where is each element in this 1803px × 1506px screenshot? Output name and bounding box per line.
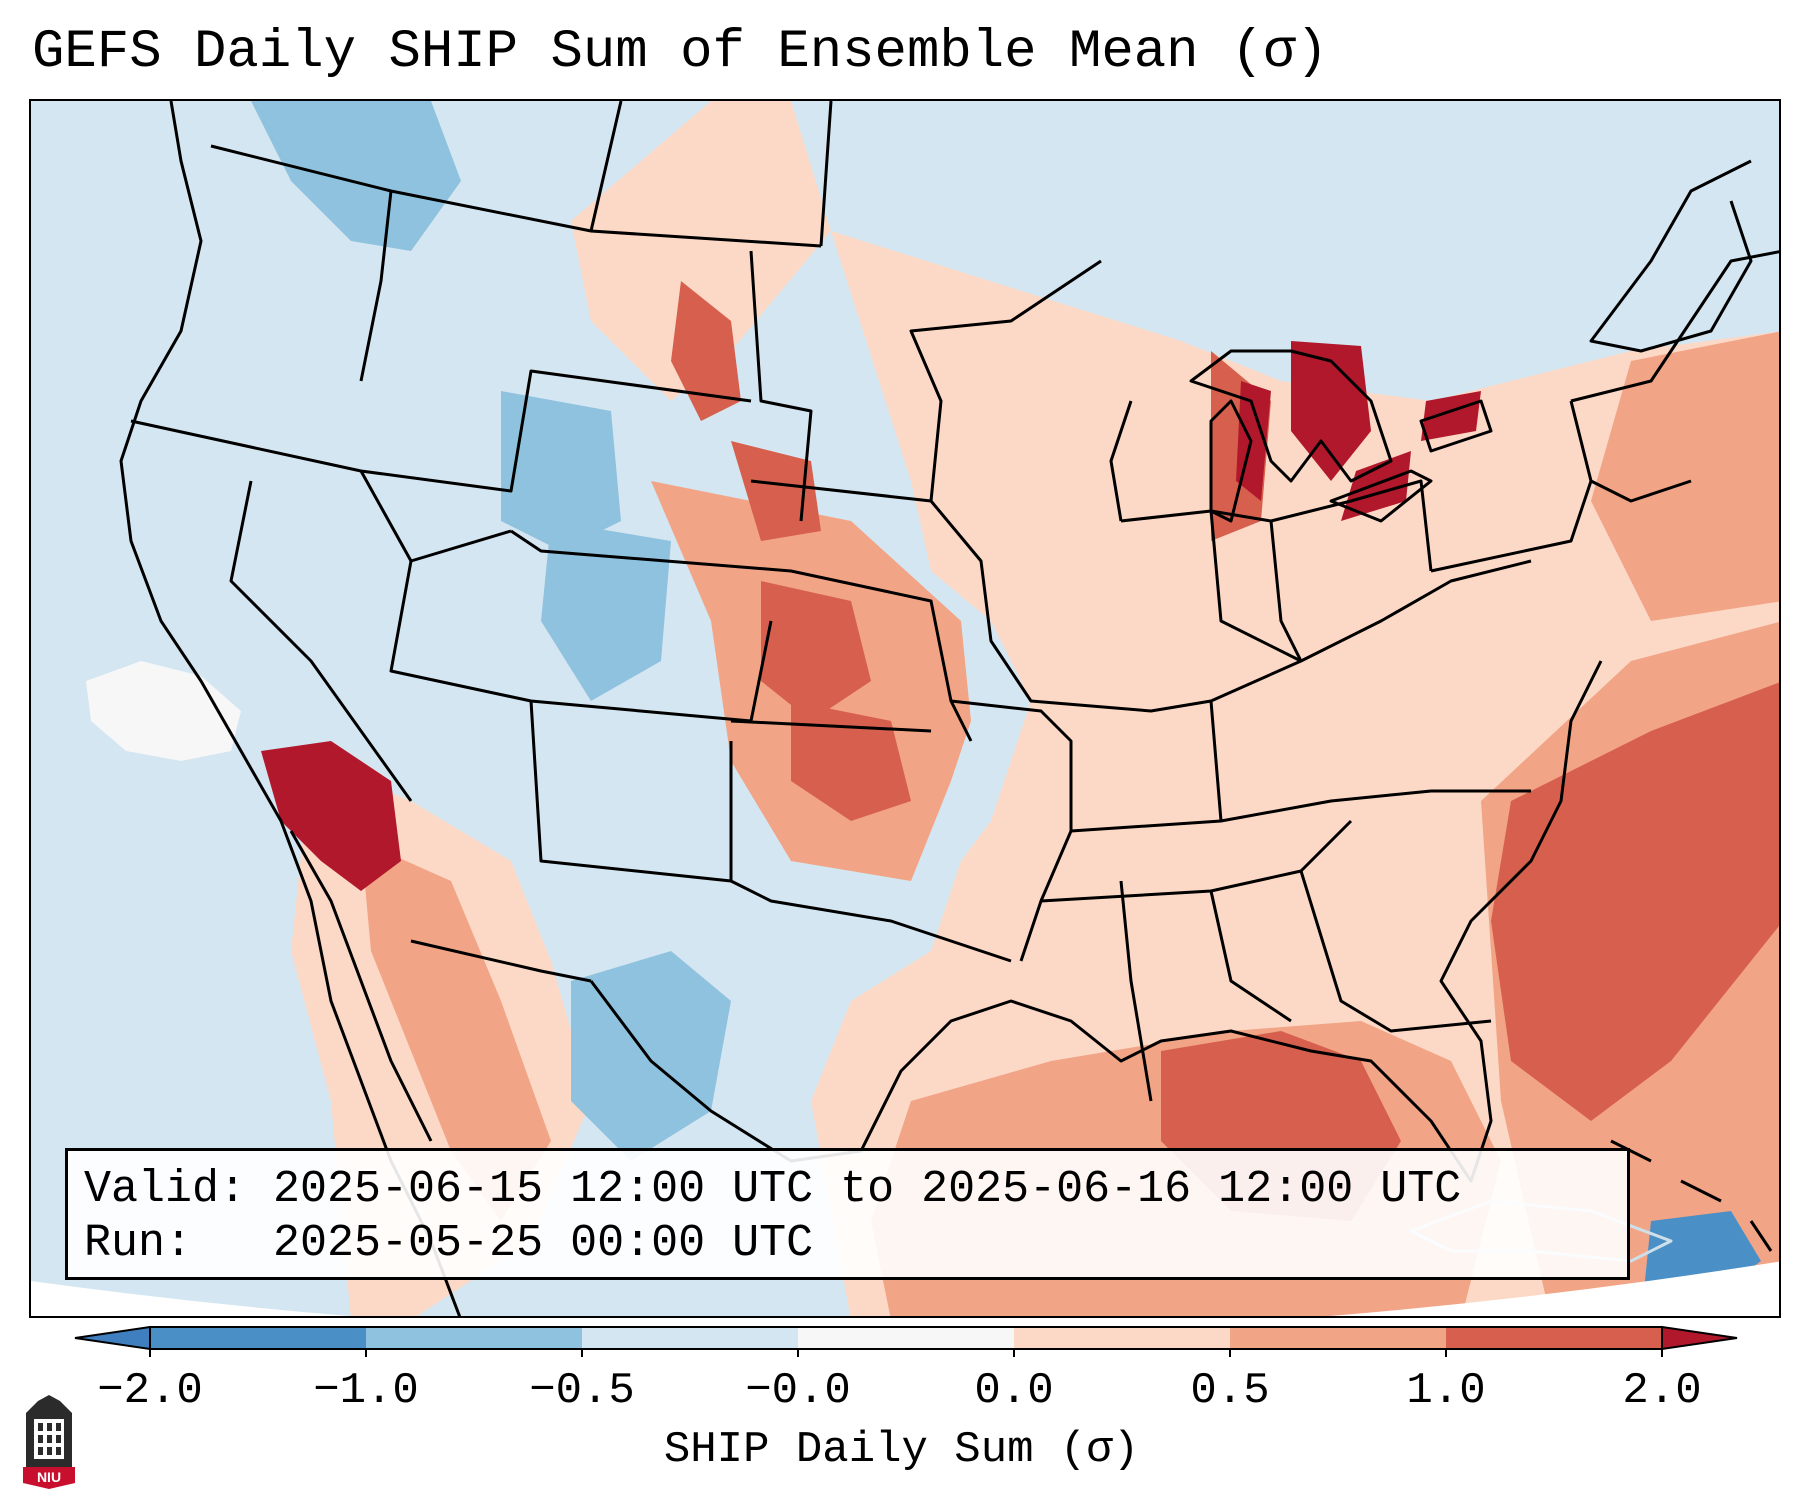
logo-text: NIU (37, 1469, 61, 1485)
colorbar-extend-low (74, 1325, 151, 1351)
colorbar-segment (1014, 1327, 1230, 1349)
colorbar-segment (798, 1327, 1014, 1349)
run-time-text: Run: 2025-05-25 00:00 UTC (84, 1218, 814, 1269)
colorbar-label: SHIP Daily Sum (σ) (663, 1425, 1140, 1475)
university-tower-icon: NIU (23, 1395, 75, 1489)
colorbar-segment (366, 1327, 582, 1349)
colorbar-tick-label: 0.0 (974, 1366, 1054, 1416)
colorbar-outline (149, 1326, 1663, 1350)
colorbar-segment (1230, 1327, 1446, 1349)
projection-edge (31, 1261, 1779, 1316)
anomaly-map (31, 101, 1779, 1316)
colorbar-segment (150, 1327, 366, 1349)
colorbar-segment (1446, 1327, 1662, 1349)
colorbar (74, 1325, 1738, 1357)
valid-time-text: Valid: 2025-06-15 12:00 UTC to 2025-06-1… (84, 1164, 1462, 1215)
map-title: GEFS Daily SHIP Sum of Ensemble Mean (σ) (32, 22, 1329, 83)
map-panel (29, 99, 1781, 1318)
colorbar-tick-label: 2.0 (1622, 1366, 1702, 1416)
colorbar-extend-high (1661, 1325, 1738, 1351)
colorbar-tick-label: −0.5 (529, 1366, 635, 1416)
colorbar-tick-label: −0.0 (745, 1366, 851, 1416)
colorbar-tick-label: −1.0 (313, 1366, 419, 1416)
state-borders (119, 101, 1779, 1316)
valid-run-infobox: Valid: 2025-06-15 12:00 UTC to 2025-06-1… (65, 1148, 1630, 1280)
colorbar-segment (582, 1327, 798, 1349)
colorbar-tick-label: 0.5 (1190, 1366, 1270, 1416)
colorbar-tick-label: −2.0 (97, 1366, 203, 1416)
colorbar-tick-label: 1.0 (1406, 1366, 1486, 1416)
